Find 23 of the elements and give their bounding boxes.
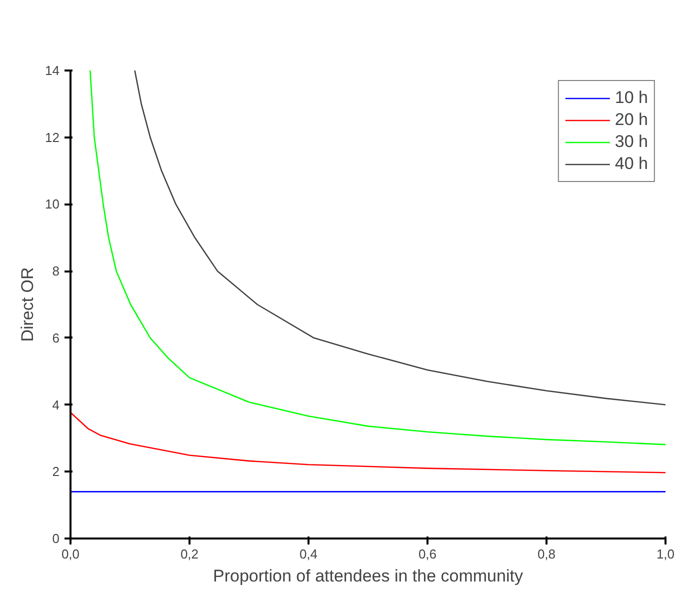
y-axis-title: Direct OR [18, 267, 38, 342]
legend-label: 30 h [614, 131, 648, 153]
y-tick-label: 6 [52, 330, 60, 346]
legend-label: 20 h [614, 109, 648, 131]
x-tick-label: 0,2 [180, 546, 199, 562]
y-tick-label: 14 [45, 63, 60, 78]
line-series [134, 70, 666, 406]
x-tick-label: 0,0 [61, 546, 80, 562]
y-tick-label: 2 [52, 464, 60, 480]
x-tick-label: 0,6 [418, 546, 437, 562]
y-tick-label: 10 [45, 196, 60, 212]
y-tick-label: 0 [52, 531, 60, 546]
x-axis-title: Proportion of attendees in the community [213, 566, 524, 586]
legend-label: 10 h [614, 87, 648, 109]
x-tick-label: 0,8 [537, 546, 556, 562]
y-tick-label: 12 [45, 130, 60, 145]
y-tick-label: 8 [52, 264, 60, 279]
line-series [70, 412, 666, 474]
y-tick-label: 4 [52, 397, 60, 412]
line-series [89, 70, 666, 446]
x-tick-label: 0,4 [299, 546, 318, 562]
x-tick-label: 1,0 [656, 546, 675, 562]
legend-label: 40 h [614, 153, 648, 175]
